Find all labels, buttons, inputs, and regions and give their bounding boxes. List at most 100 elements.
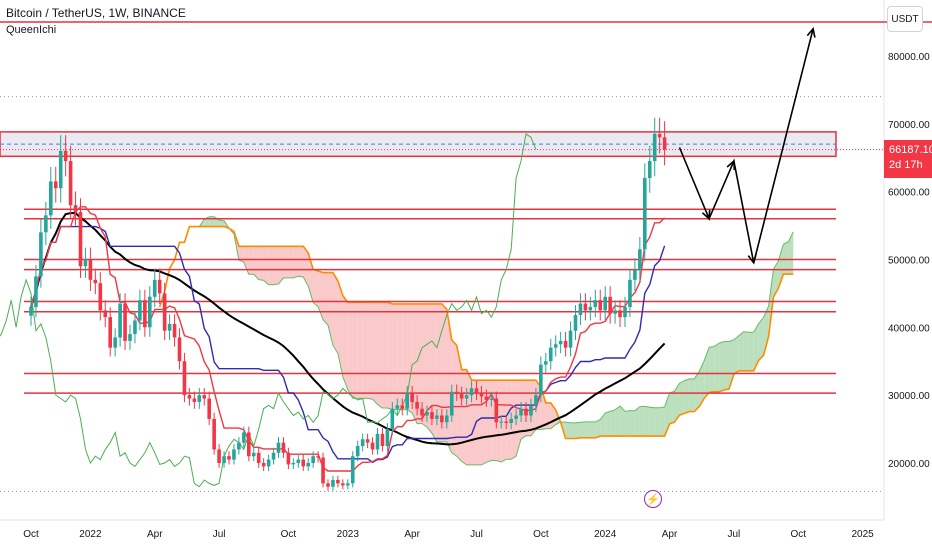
cloud-segment xyxy=(501,380,507,462)
cloud-segment xyxy=(402,303,408,410)
bullish-candle xyxy=(34,276,38,307)
arrow-head xyxy=(701,209,711,221)
bearish-candle xyxy=(227,456,231,460)
price-tick-label: 70000.00 xyxy=(888,120,930,131)
bearish-candle xyxy=(212,418,216,450)
cloud-segment xyxy=(243,246,249,275)
cloud-segment xyxy=(382,302,388,408)
kijun-line xyxy=(30,225,666,464)
chikou-line xyxy=(0,133,537,488)
bullish-candle xyxy=(197,395,202,402)
cloud-segment xyxy=(298,246,304,278)
time-tick-label: Apr xyxy=(662,529,678,540)
bullish-candle xyxy=(578,303,583,316)
arrow-head xyxy=(806,26,816,38)
bullish-candle xyxy=(449,391,454,416)
cloud-segment xyxy=(318,271,324,320)
cloud-segment xyxy=(644,406,650,437)
bearish-candle xyxy=(430,412,434,419)
lightning-icon[interactable]: ⚡ xyxy=(644,490,662,508)
last-price: 66187.10 xyxy=(889,144,932,156)
cloud-segment xyxy=(654,407,660,437)
cloud-segment xyxy=(283,246,289,278)
cloud-segment xyxy=(352,302,358,399)
bullish-candle xyxy=(222,456,226,463)
arrow-head xyxy=(747,253,757,265)
bullish-candle xyxy=(306,463,310,467)
bullish-candle xyxy=(425,412,429,416)
bearish-candle xyxy=(103,310,108,318)
cloud-segment xyxy=(288,246,294,278)
bullish-candle xyxy=(237,442,241,450)
senkou-b-line xyxy=(158,225,794,440)
cloud-segment xyxy=(530,380,536,436)
cloud-segment xyxy=(605,411,611,437)
bearish-candle xyxy=(281,442,286,453)
cloud-segment xyxy=(649,407,655,437)
price-axis: 20000.00 30000.00 40000.00 50000.00 60000.00… xyxy=(888,52,930,470)
time-tick-label: 2025 xyxy=(851,529,874,540)
bullish-candle xyxy=(355,446,360,457)
moving-average-line xyxy=(30,211,666,446)
ichimoku-cloud xyxy=(158,216,794,466)
cloud-segment xyxy=(476,380,482,465)
grid-lines xyxy=(0,0,885,521)
time-tick-label: 2024 xyxy=(594,529,617,540)
cloud-segment xyxy=(575,422,581,439)
cloud-segment xyxy=(590,421,596,438)
bearish-candle xyxy=(618,310,622,318)
bearish-candle xyxy=(68,161,73,206)
bearish-candle xyxy=(143,300,147,328)
bullish-candle xyxy=(603,296,607,311)
cloud-segment xyxy=(629,410,635,437)
bullish-candle xyxy=(148,296,152,328)
bullish-candle xyxy=(242,432,246,443)
bullish-candle xyxy=(544,361,548,365)
bullish-candle xyxy=(266,459,271,467)
cloud-segment xyxy=(595,419,601,438)
cloud-segment xyxy=(377,302,383,408)
cloud-segment xyxy=(263,246,269,285)
cloud-segment xyxy=(610,409,616,437)
bullish-candle xyxy=(291,463,296,465)
time-tick-label: Oct xyxy=(23,529,39,540)
bearish-candle xyxy=(88,259,93,280)
bearish-candle xyxy=(370,442,375,450)
bullish-candle xyxy=(593,300,598,307)
bullish-candle xyxy=(519,408,523,416)
bearish-candle xyxy=(63,150,68,162)
bearish-candle xyxy=(98,283,103,311)
price-projection xyxy=(678,26,816,265)
cloud-segment xyxy=(659,406,665,437)
indicator-label[interactable]: QueenIchi xyxy=(6,24,57,36)
bearish-candle xyxy=(247,432,251,457)
bullish-candle xyxy=(553,344,558,348)
bearish-candle xyxy=(608,296,612,314)
bullish-candle xyxy=(435,415,439,419)
cloud-segment xyxy=(397,303,403,410)
time-tick-label: Apr xyxy=(404,529,420,540)
cloud-segment xyxy=(758,317,764,361)
bullish-candle xyxy=(652,133,657,162)
cloud-segment xyxy=(516,380,522,457)
cloud-segment xyxy=(342,295,348,390)
last-price-badge: 66187.10 2d 17h xyxy=(884,140,932,178)
arrow-head xyxy=(726,159,736,171)
bearish-candle xyxy=(365,439,370,443)
bearish-candle xyxy=(286,452,291,465)
time-tick-label: 2022 xyxy=(79,529,102,540)
price-tick-label: 40000.00 xyxy=(888,323,930,334)
cloud-segment xyxy=(634,406,640,437)
bearish-candle xyxy=(53,181,58,189)
bullish-candle xyxy=(445,415,449,423)
price-tick-label: 30000.00 xyxy=(888,391,930,402)
bullish-candle xyxy=(469,388,474,396)
bearish-candle xyxy=(316,456,320,458)
bullish-candle xyxy=(613,310,617,314)
bearish-candle xyxy=(192,398,197,402)
cloud-segment xyxy=(743,331,749,371)
bullish-candle xyxy=(251,452,256,457)
cloud-segment xyxy=(639,406,645,437)
currency-button[interactable]: USDT xyxy=(887,6,923,32)
